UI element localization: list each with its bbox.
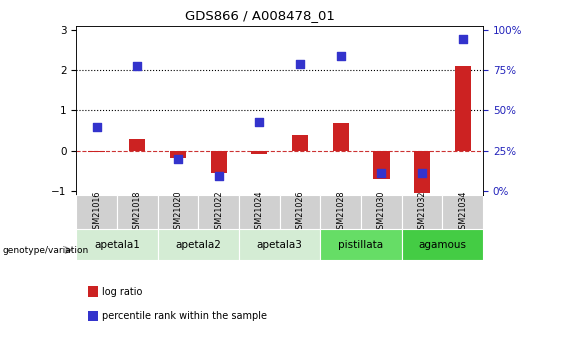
Text: agamous: agamous	[419, 240, 466, 250]
Point	[173, 156, 182, 161]
Point	[418, 170, 427, 176]
Bar	[402, 195, 442, 229]
Bar	[158, 195, 198, 229]
Bar	[251, 151, 267, 154]
Point	[295, 61, 305, 67]
Text: pistillata: pistillata	[338, 240, 384, 250]
Bar	[239, 229, 320, 260]
Text: apetala3: apetala3	[257, 240, 303, 250]
Point	[255, 119, 264, 125]
Text: GSM21024: GSM21024	[255, 190, 264, 234]
Bar	[76, 229, 158, 260]
Point	[336, 53, 345, 59]
Point	[377, 170, 386, 176]
Bar	[333, 123, 349, 151]
Bar	[158, 229, 239, 260]
Text: GSM21034: GSM21034	[458, 190, 467, 234]
Bar	[89, 151, 105, 152]
Bar	[280, 195, 320, 229]
Bar	[402, 229, 483, 260]
Bar	[170, 151, 186, 158]
Bar	[211, 151, 227, 173]
Text: apetala1: apetala1	[94, 240, 140, 250]
Text: apetala2: apetala2	[175, 240, 221, 250]
Point	[133, 63, 142, 69]
Bar	[320, 195, 361, 229]
Point	[92, 124, 101, 129]
Bar	[361, 195, 402, 229]
Bar	[320, 229, 402, 260]
Bar	[76, 195, 117, 229]
Point	[458, 36, 467, 41]
Text: GSM21026: GSM21026	[295, 190, 305, 234]
Bar	[442, 195, 483, 229]
Text: GSM21016: GSM21016	[92, 190, 101, 234]
Text: GSM21028: GSM21028	[336, 190, 345, 234]
Bar	[414, 151, 430, 193]
Text: GDS866 / A008478_01: GDS866 / A008478_01	[185, 9, 335, 22]
Bar	[292, 135, 308, 151]
Text: GSM21032: GSM21032	[418, 190, 427, 234]
Bar	[129, 139, 145, 151]
Point	[214, 173, 223, 178]
Text: genotype/variation: genotype/variation	[3, 246, 89, 255]
Bar	[373, 151, 389, 179]
Bar	[239, 195, 280, 229]
Bar	[198, 195, 239, 229]
Bar	[455, 66, 471, 151]
Text: GSM21018: GSM21018	[133, 190, 142, 234]
Text: log ratio: log ratio	[102, 287, 142, 296]
Text: GSM21022: GSM21022	[214, 190, 223, 234]
Text: GSM21030: GSM21030	[377, 190, 386, 234]
Text: percentile rank within the sample: percentile rank within the sample	[102, 311, 267, 321]
Bar	[117, 195, 158, 229]
Text: GSM21020: GSM21020	[173, 190, 182, 234]
